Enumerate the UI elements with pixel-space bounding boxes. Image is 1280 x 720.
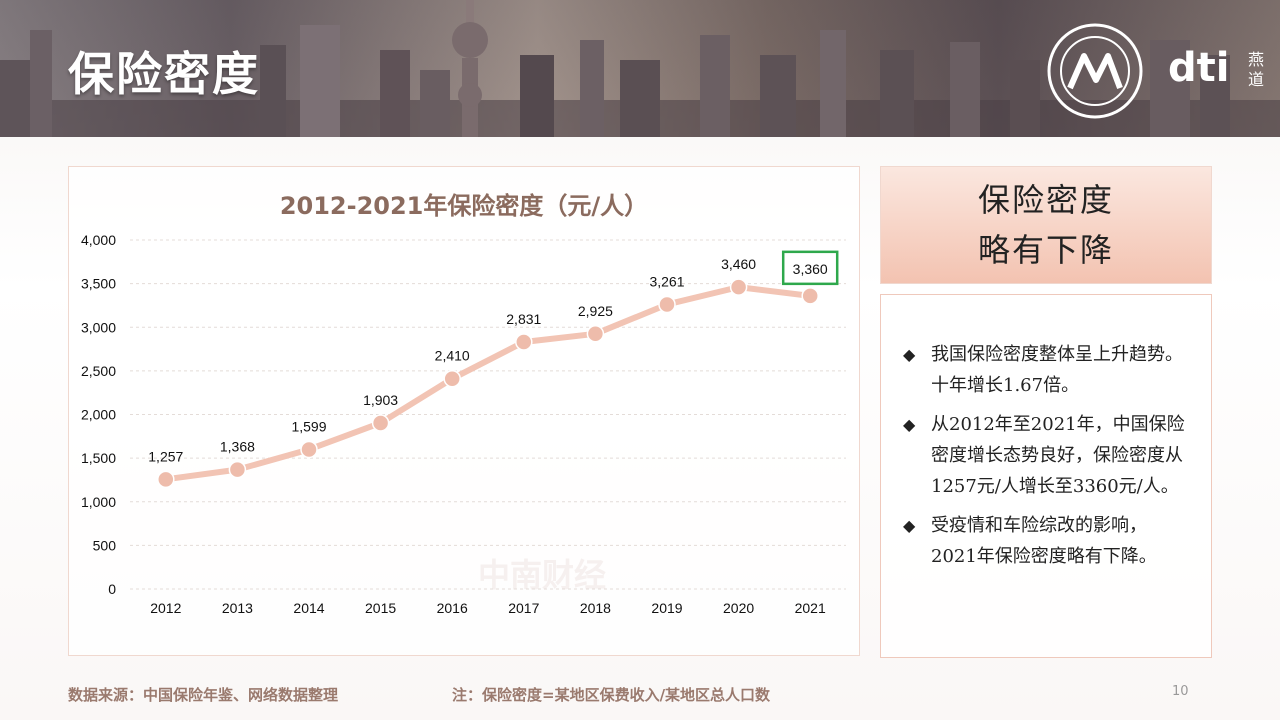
data-point	[729, 278, 748, 296]
page-number: 10	[1172, 684, 1189, 699]
highlight-box	[781, 250, 839, 286]
data-point	[371, 414, 390, 432]
data-point	[801, 287, 819, 305]
data-label: 1,368	[220, 439, 255, 455]
data-point	[228, 460, 247, 479]
y-tick-label: 1,500	[81, 450, 116, 466]
summary-line-2: 略有下降	[977, 231, 1114, 269]
data-point	[300, 440, 318, 459]
diamond-bullet-icon: ◆	[903, 516, 916, 535]
y-tick-label: 3,500	[81, 276, 116, 292]
header-banner: 保险密度 dti 燕道	[0, 0, 1280, 137]
institute-seal-logo	[1047, 23, 1143, 119]
x-tick-label: 2014	[293, 600, 324, 616]
y-tick-label: 500	[93, 537, 117, 553]
bullet-item: ◆ 受疫情和车险综改的影响，2021年保险密度略有下降。	[903, 510, 1191, 572]
summary-line-1: 保险密度	[977, 181, 1114, 219]
bullet-box: ◆ 我国保险密度整体呈上升趋势。十年增长1.67倍。 ◆ 从2012年至2021…	[880, 294, 1212, 658]
y-tick-label: 2,500	[81, 363, 116, 379]
data-label: 2,831	[506, 311, 541, 327]
bullet-item: ◆ 我国保险密度整体呈上升趋势。十年增长1.67倍。	[903, 339, 1191, 401]
data-point	[586, 325, 605, 343]
x-tick-label: 2021	[795, 600, 826, 616]
x-tick-label: 2015	[365, 600, 396, 616]
data-label: 3,360	[793, 261, 828, 277]
x-tick-label: 2012	[150, 600, 181, 616]
data-label: 3,460	[721, 256, 756, 272]
x-tick-label: 2017	[508, 600, 539, 616]
diamond-bullet-icon: ◆	[903, 345, 916, 364]
bullet-text: 我国保险密度整体呈上升趋势。十年增长1.67倍。	[931, 344, 1183, 396]
bullet-text: 从2012年至2021年，中国保险密度增长态势良好，保险密度从1257元/人增长…	[931, 414, 1185, 497]
diamond-bullet-icon: ◆	[903, 415, 916, 434]
data-point	[157, 470, 175, 489]
y-tick-label: 2,000	[81, 407, 116, 423]
footnote: 注：保险密度=某地区保费收入/某地区总人口数	[452, 686, 771, 704]
x-tick-label: 2013	[222, 600, 253, 616]
data-label: 1,599	[291, 418, 326, 434]
data-source: 数据来源：中国保险年鉴、网络数据整理	[68, 686, 339, 704]
bullet-text: 受疫情和车险综改的影响，2021年保险密度略有下降。	[931, 515, 1157, 567]
series-line	[162, 284, 814, 483]
data-point	[515, 333, 533, 351]
chart-panel	[68, 166, 860, 656]
chart-title: 2012-2021年保险密度（元/人）	[279, 192, 649, 220]
brand-side-text: 燕道	[1248, 50, 1265, 89]
y-tick-label: 0	[108, 581, 116, 597]
watermark-text: 中南财经	[478, 556, 607, 594]
data-label: 3,261	[649, 273, 684, 289]
data-point	[443, 369, 461, 388]
data-label: 1,903	[363, 392, 398, 408]
page-title: 保险密度	[68, 47, 260, 101]
summary-box: 保险密度 略有下降	[880, 166, 1212, 284]
data-point	[658, 295, 676, 314]
data-label: 1,257	[148, 448, 183, 464]
y-tick-label: 3,000	[81, 319, 116, 335]
x-tick-label: 2019	[651, 600, 682, 616]
data-label: 2,925	[578, 303, 613, 319]
y-tick-label: 4,000	[81, 232, 116, 248]
brand-logo-text: dti	[1168, 45, 1230, 91]
x-tick-label: 2020	[723, 600, 754, 616]
data-label: 2,410	[435, 348, 470, 364]
y-tick-label: 1,000	[81, 494, 116, 510]
bullet-item: ◆ 从2012年至2021年，中国保险密度增长态势良好，保险密度从1257元/人…	[903, 409, 1191, 502]
x-tick-label: 2018	[580, 600, 611, 616]
x-tick-label: 2016	[437, 600, 468, 616]
